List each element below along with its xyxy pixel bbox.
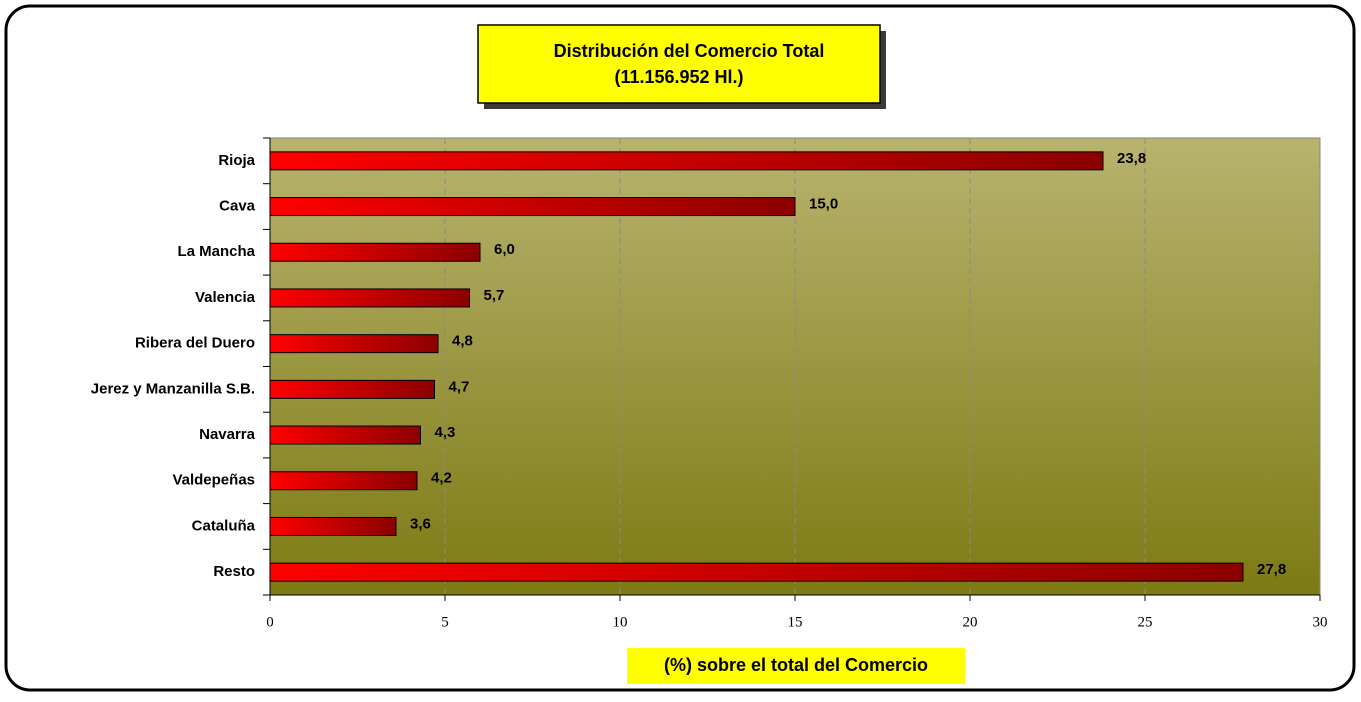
x-tick-label: 5 [441, 614, 449, 630]
bar [269, 379, 435, 399]
bar [269, 471, 418, 491]
y-tick-label: Cataluña [192, 517, 256, 534]
title-box [477, 24, 881, 104]
y-tick-label: Navarra [199, 426, 256, 443]
y-tick-label: Valdepeñas [172, 472, 255, 489]
x-tick-label: 0 [266, 614, 274, 630]
x-axis-label: (%) sobre el total del Comercio [664, 655, 928, 675]
bar [269, 516, 397, 536]
y-tick-label: Jerez y Manzanilla S.B. [91, 380, 255, 397]
value-label: 27,8 [1257, 561, 1286, 578]
value-label: 5,7 [484, 287, 505, 304]
value-label: 15,0 [809, 196, 838, 213]
bar [269, 151, 1104, 171]
x-tick-label: 15 [788, 614, 803, 630]
x-tick-label: 30 [1313, 614, 1328, 630]
bar [269, 288, 470, 308]
bar [269, 197, 796, 217]
bar [269, 334, 439, 354]
value-label: 23,8 [1117, 150, 1146, 167]
x-tick-label: 20 [963, 614, 978, 630]
bar [269, 425, 421, 445]
value-label: 6,0 [494, 241, 515, 258]
y-tick-label: Rioja [218, 152, 255, 169]
value-label: 4,8 [452, 333, 473, 350]
bar [269, 562, 1244, 582]
value-label: 4,3 [435, 424, 456, 441]
x-label-box [627, 648, 965, 684]
chart-title: Distribución del Comercio Total [554, 41, 825, 61]
value-label: 3,6 [410, 515, 431, 532]
y-tick-label: Ribera del Duero [135, 335, 255, 352]
value-label: 4,7 [449, 378, 470, 395]
x-tick-label: 10 [613, 614, 628, 630]
bar [269, 242, 481, 262]
value-label: 4,2 [431, 470, 452, 487]
chart-subtitle: (11.156.952 Hl.) [614, 67, 743, 87]
y-tick-label: Valencia [195, 289, 256, 306]
y-tick-label: Cava [219, 198, 256, 215]
y-tick-label: Resto [213, 563, 255, 580]
y-tick-label: La Mancha [177, 243, 255, 260]
x-tick-label: 25 [1138, 614, 1153, 630]
